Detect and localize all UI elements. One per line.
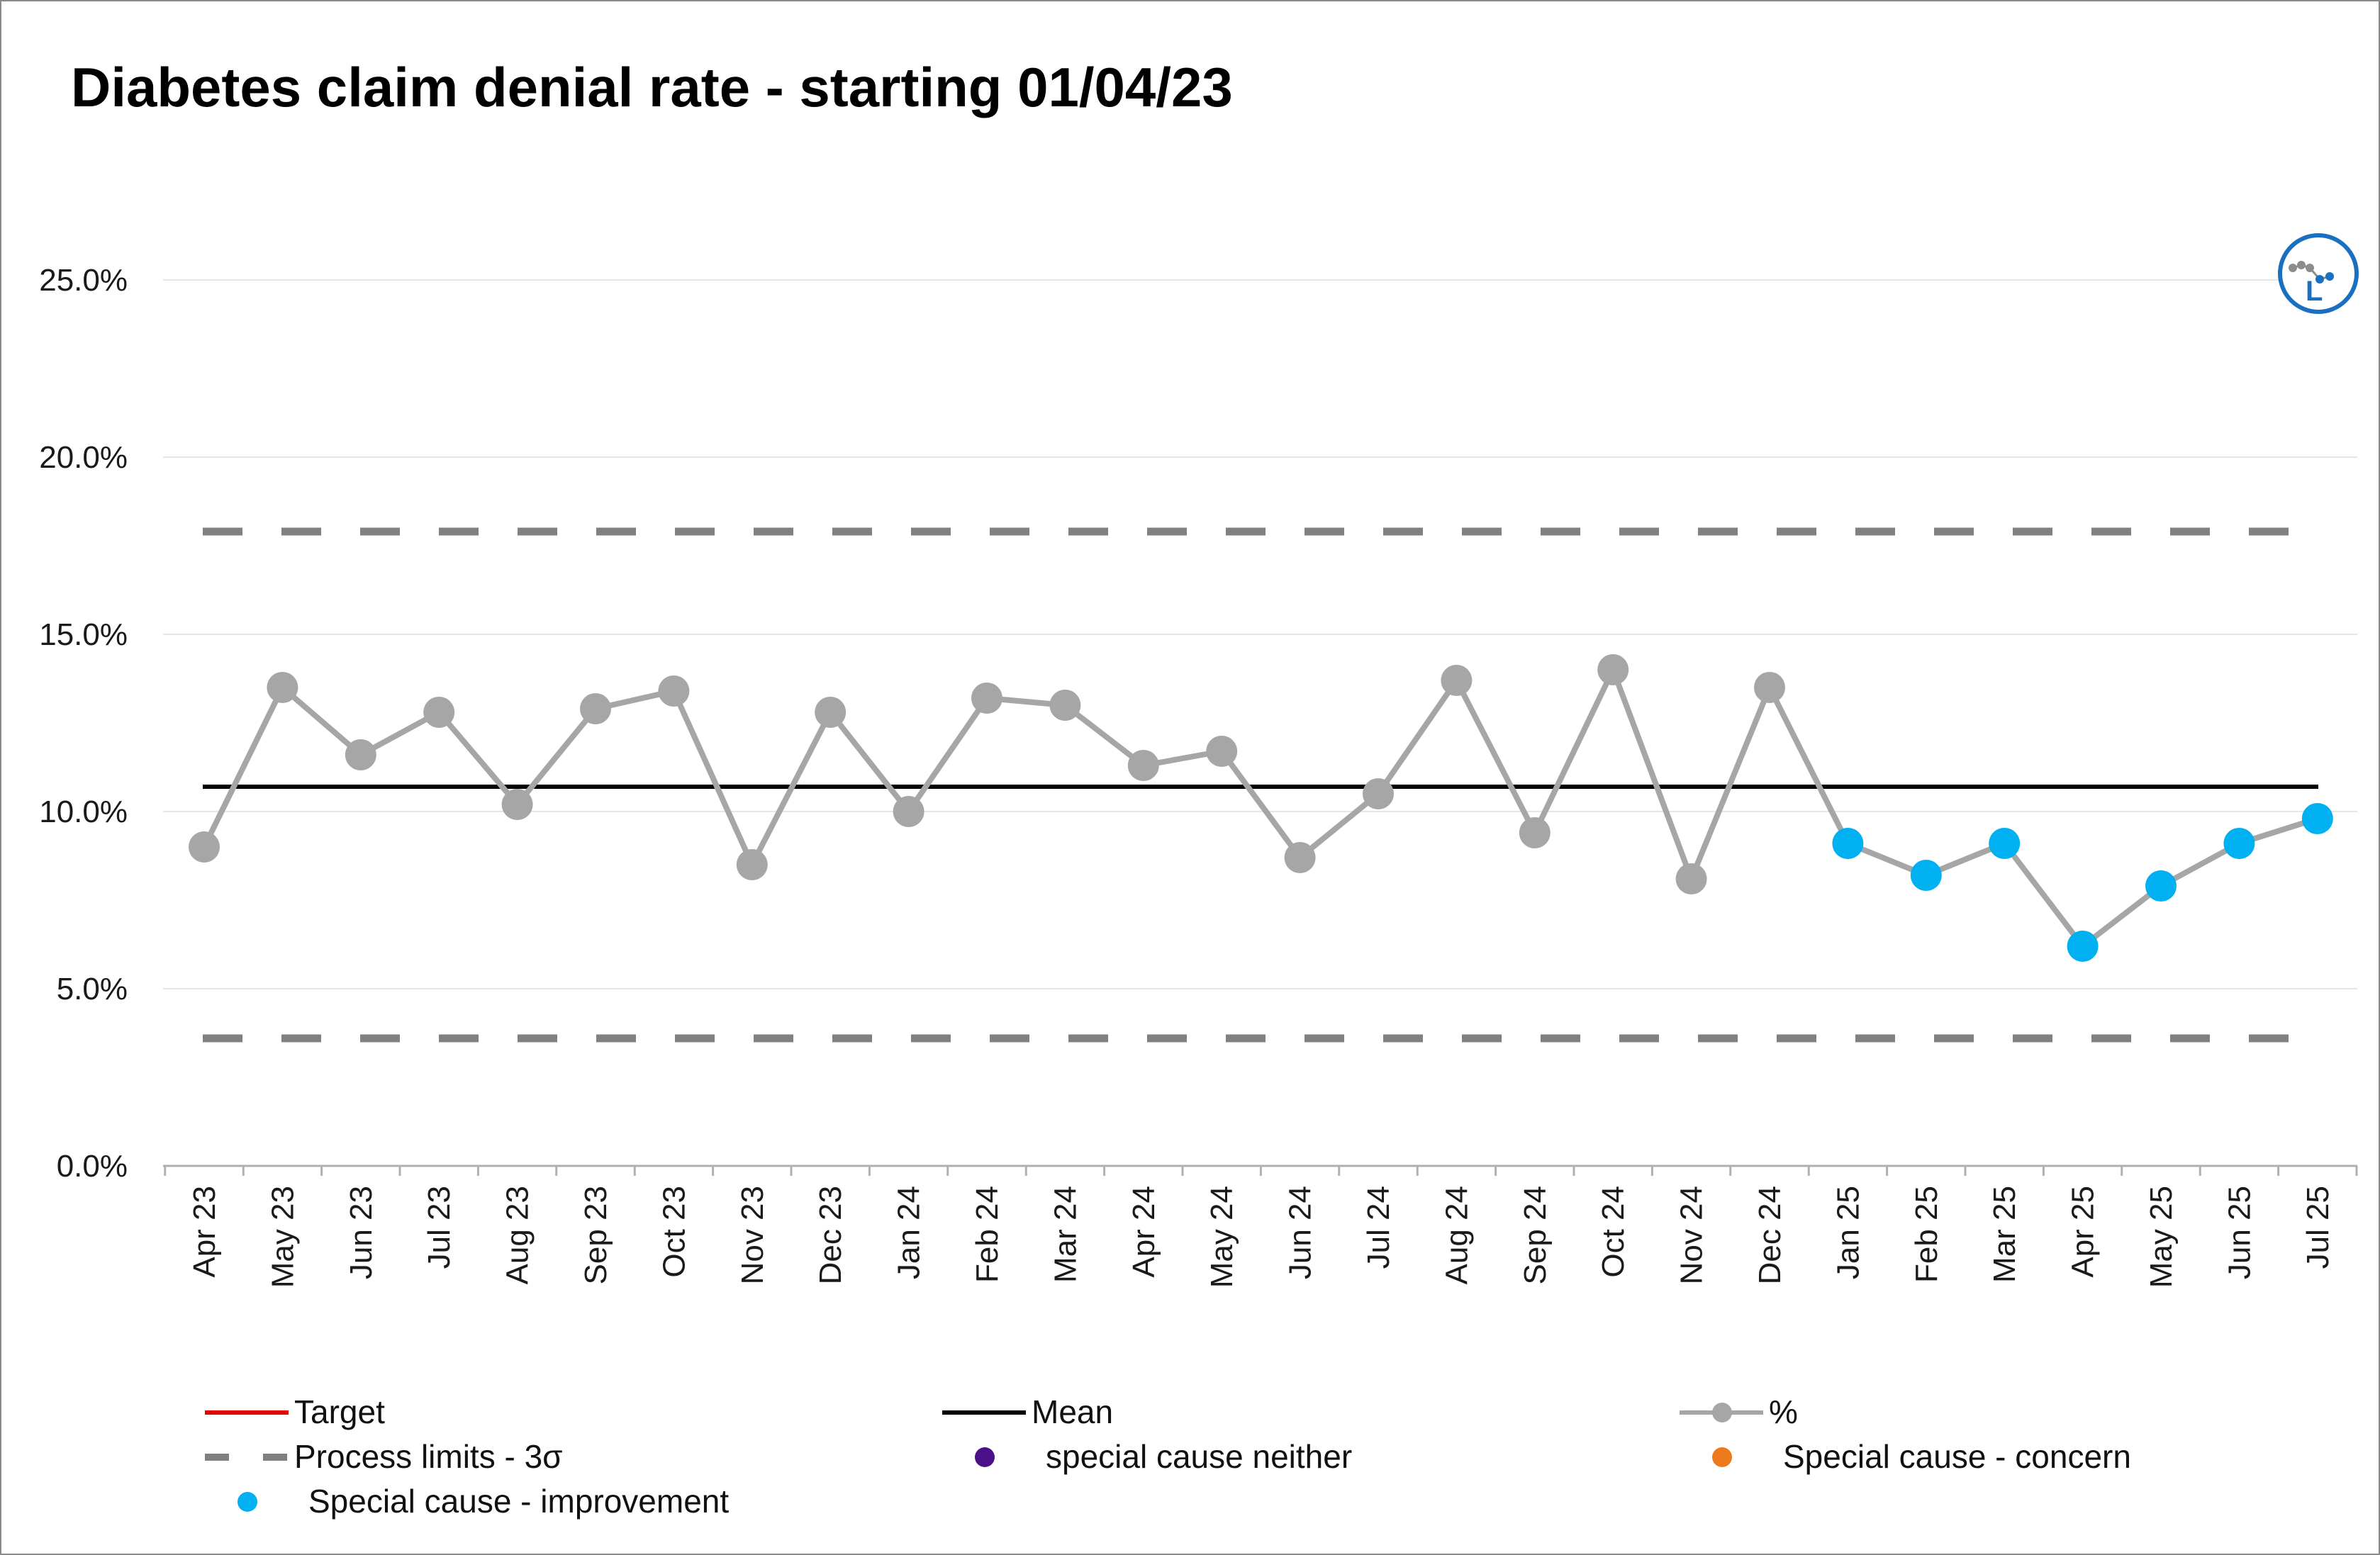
data-point bbox=[658, 675, 690, 707]
legend-item: Special cause - concern bbox=[1677, 1435, 2131, 1478]
x-tick-label: Apr 24 bbox=[1127, 1186, 1161, 1278]
data-point bbox=[1127, 750, 1159, 781]
y-tick-label: 25.0% bbox=[39, 263, 128, 298]
data-point bbox=[736, 849, 768, 880]
legend-label: Process limits - 3σ bbox=[294, 1438, 563, 1475]
x-tick-label: Jul 23 bbox=[422, 1186, 457, 1269]
x-axis bbox=[163, 1164, 2358, 1176]
data-point bbox=[423, 697, 455, 728]
x-tick-label: May 23 bbox=[265, 1186, 300, 1288]
legend-item: Special cause - improvement bbox=[202, 1480, 729, 1522]
y-tick-label: 10.0% bbox=[39, 795, 128, 829]
improvement-point bbox=[1910, 860, 1942, 891]
legend-swatch bbox=[939, 1435, 1032, 1478]
x-tick-label: Aug 24 bbox=[1439, 1186, 1474, 1284]
x-tick-label: Jan 25 bbox=[1831, 1186, 1865, 1279]
spc-icon-letter: L bbox=[2306, 276, 2323, 307]
data-point bbox=[1675, 863, 1707, 894]
x-tick-label: Nov 23 bbox=[735, 1186, 770, 1284]
x-tick-label: Dec 24 bbox=[1753, 1186, 1787, 1284]
x-tick-label: Feb 24 bbox=[970, 1186, 1005, 1283]
data-point bbox=[971, 683, 1002, 714]
legend-item: special cause neither bbox=[939, 1435, 1352, 1478]
x-tick-label: Jan 24 bbox=[892, 1186, 927, 1279]
improvement-point bbox=[2067, 931, 2099, 962]
x-tick-label: May 24 bbox=[1205, 1186, 1239, 1288]
improvement-point bbox=[1832, 828, 1864, 859]
x-tick-label: Jul 24 bbox=[1361, 1186, 1396, 1269]
x-tick-label: Feb 25 bbox=[1909, 1186, 1944, 1283]
legend-swatch bbox=[202, 1391, 294, 1433]
x-tick-label: Mar 24 bbox=[1048, 1186, 1083, 1283]
data-point bbox=[345, 739, 376, 770]
legend-item: Target bbox=[202, 1391, 385, 1433]
y-tick-label: 0.0% bbox=[57, 1149, 128, 1184]
legend-swatch bbox=[939, 1391, 1032, 1433]
x-tick-label: Mar 25 bbox=[1987, 1186, 2022, 1283]
data-point bbox=[267, 672, 298, 703]
data-point bbox=[1363, 778, 1394, 809]
improvement-point bbox=[2223, 828, 2255, 859]
legend-label: Special cause - concern bbox=[1783, 1438, 2131, 1475]
gridlines bbox=[163, 279, 2357, 989]
data-point bbox=[1049, 690, 1081, 721]
data-point bbox=[189, 831, 220, 863]
data-point bbox=[580, 693, 611, 724]
improvement-point bbox=[1989, 828, 2021, 859]
improvement-point bbox=[2145, 870, 2177, 902]
data-point bbox=[501, 789, 533, 820]
improvement-point bbox=[2301, 803, 2333, 834]
legend-swatch bbox=[202, 1480, 294, 1522]
y-tick-labels: 0.0% 5.0% 10.0% 15.0% 20.0% 25.0% bbox=[39, 263, 128, 1184]
x-tick-label: Apr 23 bbox=[187, 1186, 222, 1278]
legend-item: Process limits - 3σ bbox=[202, 1435, 563, 1478]
data-point bbox=[1519, 817, 1551, 848]
legend-item: % bbox=[1677, 1391, 1798, 1433]
data-point bbox=[1284, 842, 1316, 873]
x-tick-label: Dec 23 bbox=[813, 1186, 848, 1284]
legend-label: % bbox=[1769, 1393, 1798, 1430]
y-tick-label: 15.0% bbox=[39, 617, 128, 652]
x-tick-label: Jul 25 bbox=[2301, 1186, 2335, 1269]
data-point bbox=[1206, 736, 1238, 767]
chart-title: Diabetes claim denial rate - starting 01… bbox=[71, 56, 1233, 118]
data-point bbox=[1754, 672, 1785, 703]
legend-label: Special cause - improvement bbox=[308, 1483, 730, 1520]
spc-variation-improvement-icon: L bbox=[2277, 232, 2359, 315]
x-tick-label: Sep 23 bbox=[579, 1186, 613, 1284]
data-point bbox=[893, 796, 924, 827]
legend-label: Target bbox=[294, 1393, 385, 1430]
legend-swatch bbox=[202, 1435, 294, 1478]
percent-series-line bbox=[201, 667, 2319, 949]
legend-swatch bbox=[1677, 1391, 1769, 1433]
x-tick-label: May 25 bbox=[2144, 1186, 2179, 1288]
legend-item: Mean bbox=[939, 1391, 1113, 1433]
y-tick-label: 20.0% bbox=[39, 440, 128, 475]
x-tick-label: Jun 23 bbox=[344, 1186, 379, 1279]
legend-swatch bbox=[1677, 1435, 1769, 1478]
x-tick-labels: Apr 23 May 23 Jun 23 Jul 23 Aug 23 Sep 23 Oct … bbox=[187, 1186, 2335, 1288]
x-tick-label: Nov 24 bbox=[1675, 1186, 1709, 1284]
data-point bbox=[1441, 665, 1473, 696]
x-tick-label: Oct 23 bbox=[657, 1186, 691, 1278]
y-tick-label: 5.0% bbox=[57, 972, 128, 1006]
x-tick-label: Apr 25 bbox=[2066, 1186, 2101, 1278]
legend-label: special cause neither bbox=[1046, 1438, 1353, 1475]
x-tick-label: Oct 24 bbox=[1596, 1186, 1631, 1278]
percent-series bbox=[189, 654, 2333, 962]
data-point bbox=[815, 697, 847, 728]
process-limits bbox=[203, 527, 2318, 1043]
data-point bbox=[1597, 654, 1629, 685]
x-tick-label: Jun 24 bbox=[1283, 1186, 1318, 1279]
x-tick-label: Aug 23 bbox=[501, 1186, 535, 1284]
legend-label: Mean bbox=[1032, 1393, 1114, 1430]
x-tick-label: Sep 24 bbox=[1518, 1186, 1553, 1284]
x-tick-label: Jun 25 bbox=[2222, 1186, 2257, 1279]
